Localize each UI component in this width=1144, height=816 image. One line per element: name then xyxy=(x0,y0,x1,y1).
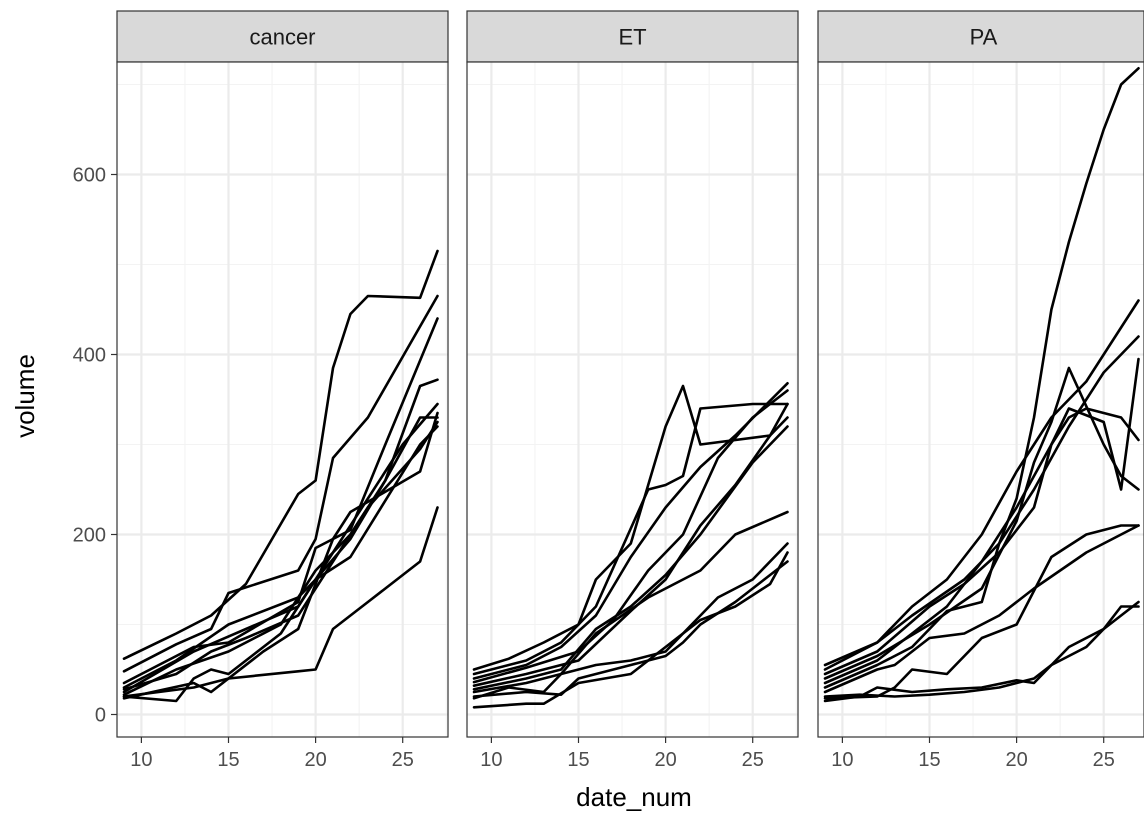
series-line-10 xyxy=(823,600,1140,703)
series-line-4 xyxy=(472,389,789,684)
facet-panel-cancer: cancer 10 15 20 25 xyxy=(116,10,449,771)
x-tick-label: 20 xyxy=(654,749,676,771)
series-line-5 xyxy=(472,416,789,687)
series-line-2 xyxy=(122,294,439,673)
facet-panel-et: ET 10 15 20 25 xyxy=(466,10,799,771)
series-line-3 xyxy=(122,317,439,685)
series-line-3 xyxy=(472,382,789,680)
x-tick-label: 20 xyxy=(304,749,326,771)
series-group xyxy=(472,382,789,709)
series-line-8 xyxy=(823,524,1140,700)
series-line-7 xyxy=(472,510,789,694)
x-tick-label: 25 xyxy=(1093,749,1115,771)
y-tick-label: 400 xyxy=(73,345,106,367)
x-axis-title: date_num xyxy=(576,782,692,812)
facet-strip xyxy=(116,10,449,63)
series-line-2 xyxy=(823,299,1140,671)
series-line-3 xyxy=(823,357,1140,676)
x-tick-label: 10 xyxy=(480,749,502,771)
series-line-10 xyxy=(122,506,439,698)
x-tick-label: 10 xyxy=(831,749,853,771)
series-group xyxy=(823,67,1140,703)
x-tick-label: 25 xyxy=(392,749,414,771)
facet-panels: cancer 10 15 20 25 ET 10 15 20 25 PA 10 15 20 25 xyxy=(116,10,1144,771)
facet-panel-pa: PA 10 15 20 25 xyxy=(817,10,1144,771)
series-group xyxy=(122,249,439,703)
series-line-1 xyxy=(823,67,1140,667)
facet-strip-label: ET xyxy=(618,25,646,50)
series-line-1 xyxy=(472,384,789,671)
series-line-7 xyxy=(823,524,1140,694)
y-axis-title: volume xyxy=(10,354,40,438)
x-tick-label: 15 xyxy=(918,749,940,771)
y-tick-label: 200 xyxy=(73,525,106,547)
facet-strip xyxy=(817,10,1144,63)
series-line-6 xyxy=(472,425,789,691)
series-line-8 xyxy=(472,542,789,700)
x-tick-label: 15 xyxy=(567,749,589,771)
y-axis: 0 200 400 600 xyxy=(73,165,117,727)
facet-strip xyxy=(466,10,799,63)
x-tick-label: 25 xyxy=(742,749,764,771)
series-line-6 xyxy=(823,335,1140,689)
series-line-7 xyxy=(122,420,439,691)
series-line-10 xyxy=(472,551,789,709)
grid-lines xyxy=(467,62,798,737)
grid-lines xyxy=(117,62,448,737)
x-tick-label: 20 xyxy=(1005,749,1027,771)
x-tick-label: 15 xyxy=(217,749,239,771)
series-line-5 xyxy=(823,407,1140,685)
facet-strip-label: PA xyxy=(970,25,998,50)
y-tick-label: 600 xyxy=(73,165,106,187)
series-line-1 xyxy=(122,249,439,660)
series-line-2 xyxy=(472,402,789,676)
y-tick-label: 0 xyxy=(95,705,106,727)
facet-strip-label: cancer xyxy=(249,25,315,50)
x-tick-label: 10 xyxy=(130,749,152,771)
